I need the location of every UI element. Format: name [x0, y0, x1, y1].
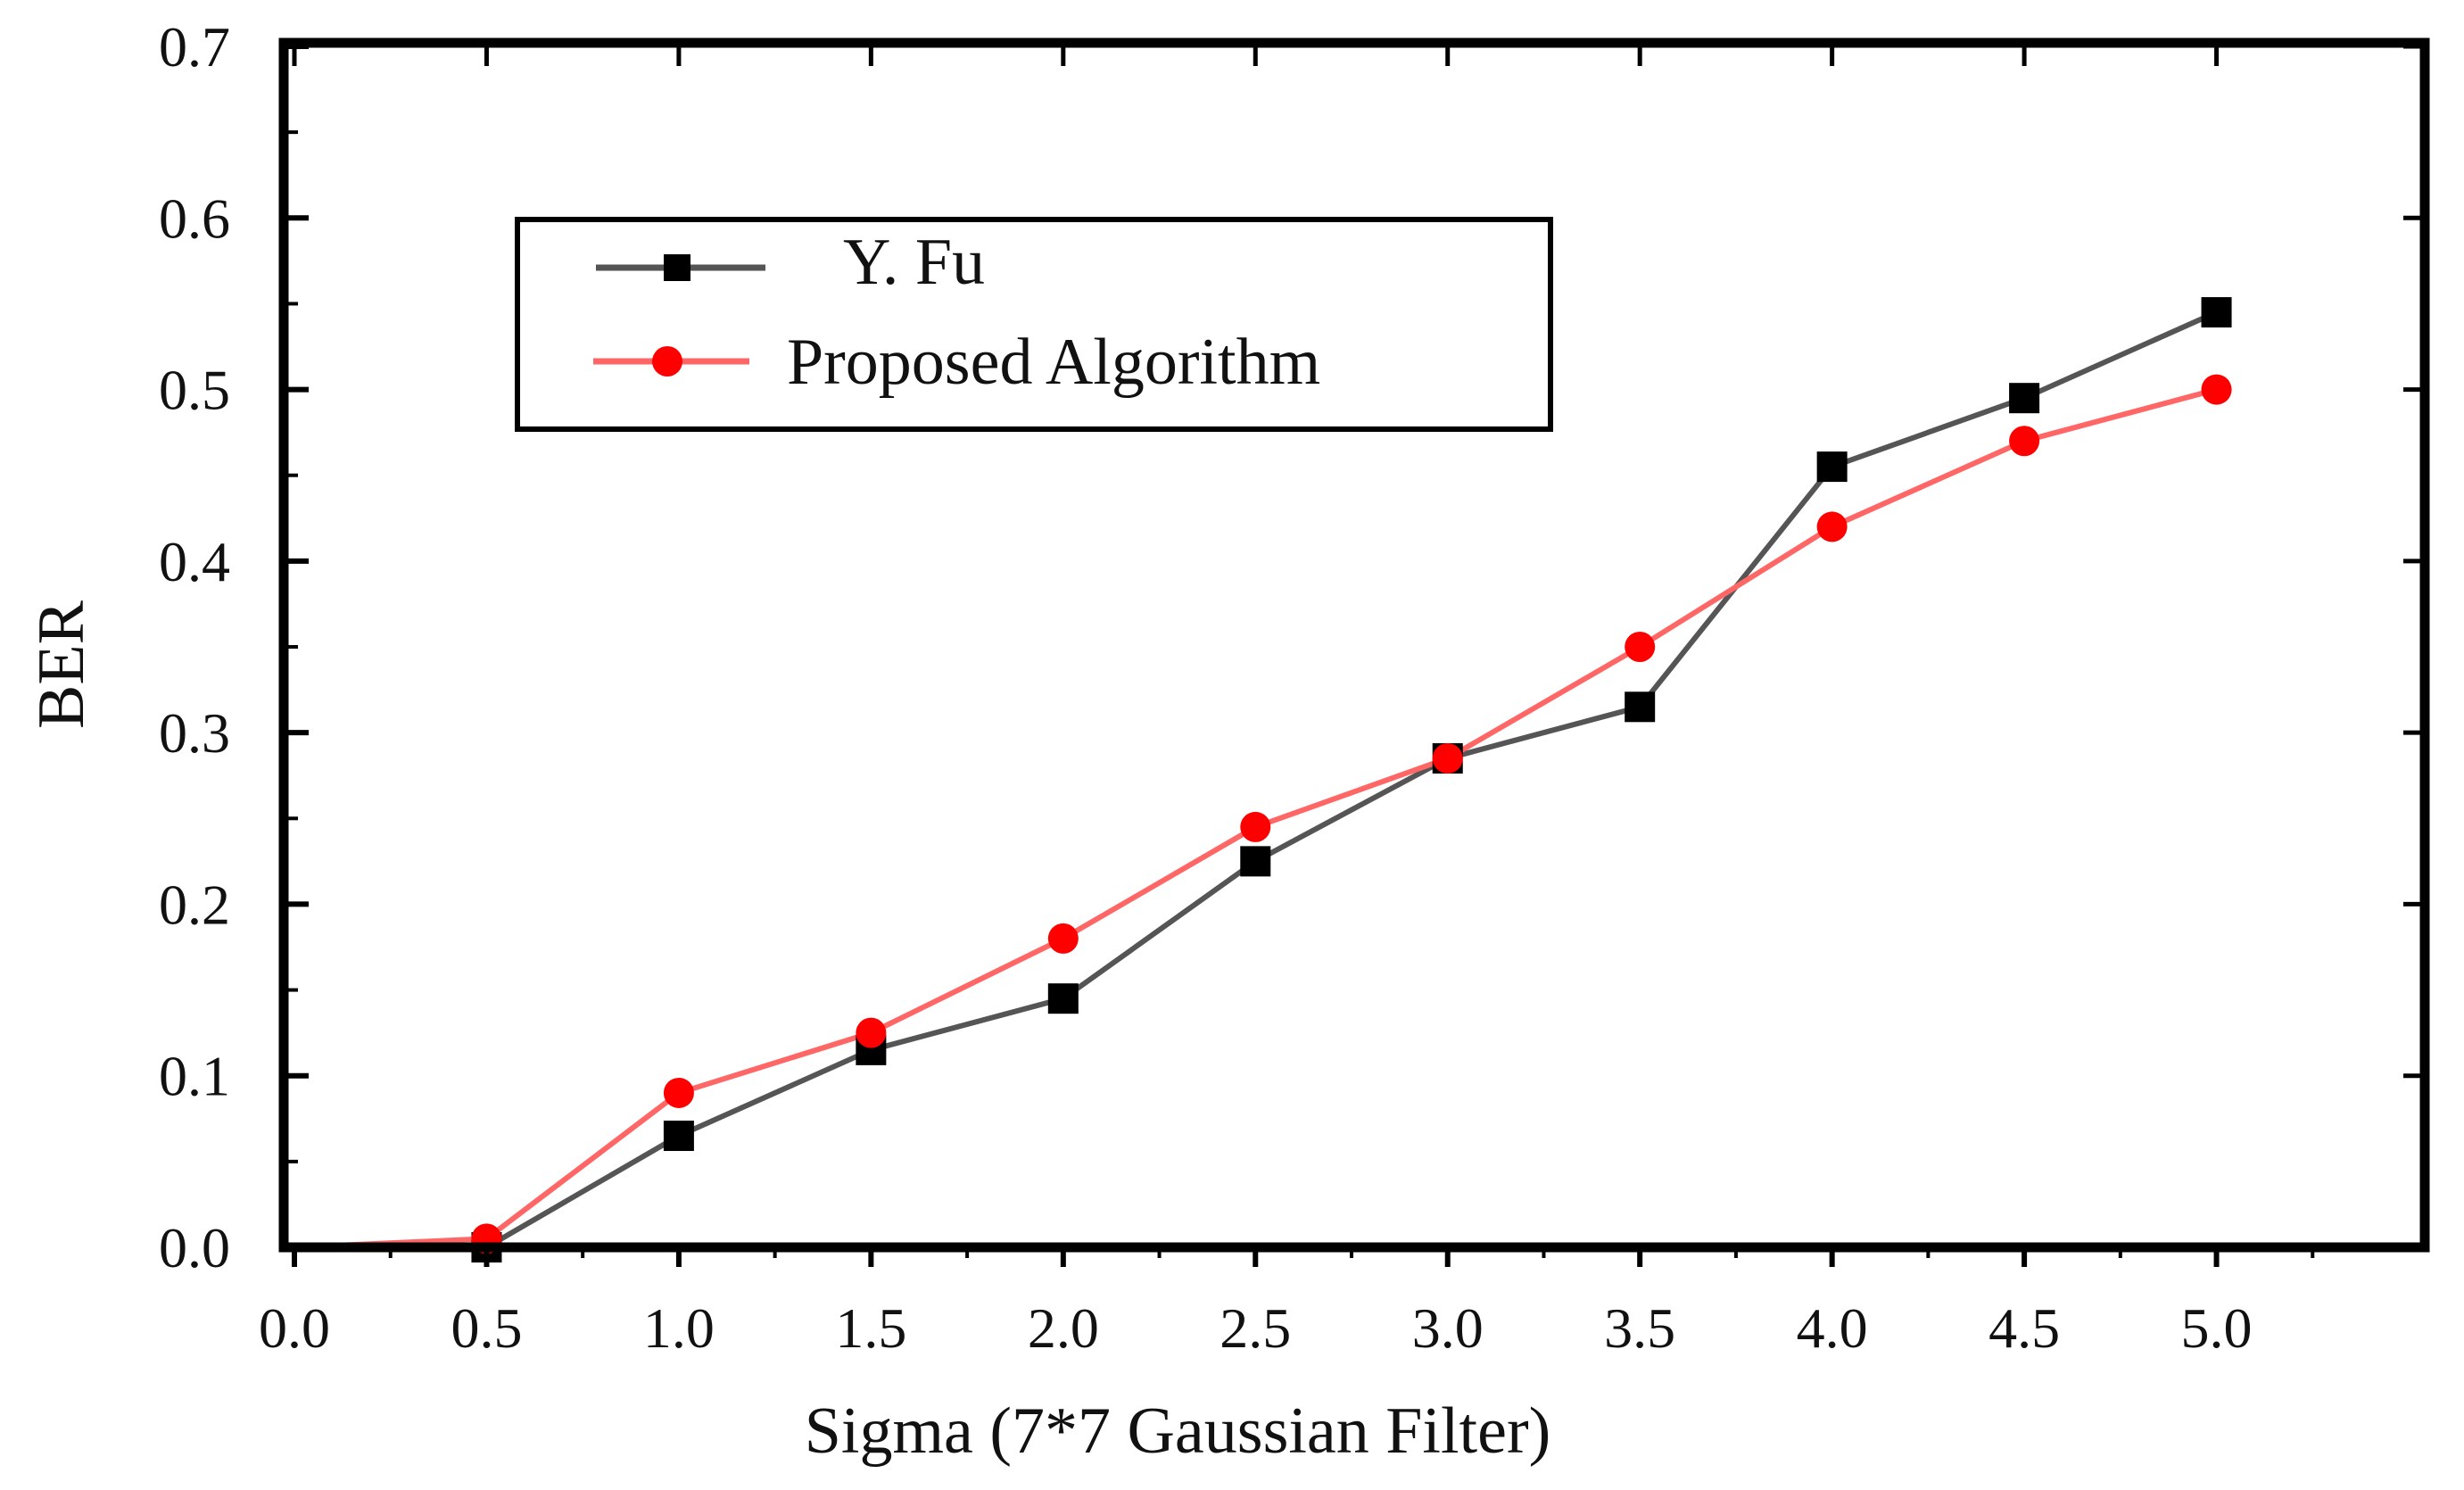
data-point-proposed	[663, 1077, 694, 1108]
legend: Y. Fu Proposed Algorithm	[515, 217, 1553, 432]
x-tick-label: 0.5	[451, 1296, 522, 1360]
data-point-y-fu	[1816, 451, 1848, 483]
x-axis-title: Sigma (7*7 Gaussian Filter)	[805, 1395, 1551, 1468]
legend-label-proposed: Proposed Algorithm	[787, 326, 1320, 399]
data-point-proposed	[856, 1017, 887, 1048]
data-point-y-fu	[1625, 691, 1656, 723]
x-tick-label: 4.5	[1989, 1296, 2060, 1360]
x-tick-label: 3.5	[1604, 1296, 1675, 1360]
y-tick-label: 0.4	[159, 530, 230, 593]
data-point-proposed	[1240, 811, 1271, 842]
y-tick-labels: 0.0 0.1 0.2 0.3 0.4 0.5 0.6 0.7	[159, 15, 230, 1279]
axis-ticks	[284, 44, 2425, 1267]
x-tick-label: 3.0	[1412, 1296, 1484, 1360]
x-tick-label: 4.0	[1797, 1296, 1868, 1360]
data-point-proposed	[1047, 923, 1079, 954]
y-tick-label: 0.2	[159, 873, 230, 936]
legend-marker-y-fu	[664, 254, 690, 281]
x-tick-label: 0.0	[259, 1296, 330, 1360]
y-tick-label: 0.6	[159, 186, 230, 250]
y-axis-title: BER	[25, 600, 98, 729]
data-point-y-fu	[2201, 297, 2232, 328]
legend-marker-proposed	[652, 346, 682, 377]
x-tick-label: 5.0	[2181, 1296, 2253, 1360]
y-tick-label: 0.3	[159, 701, 230, 765]
x-tick-label: 2.0	[1028, 1296, 1099, 1360]
data-point-proposed	[2201, 374, 2232, 405]
data-point-y-fu	[1240, 846, 1271, 877]
data-point-y-fu	[1047, 983, 1079, 1014]
data-point-proposed	[1816, 511, 1848, 542]
x-tick-labels: 0.0 0.5 1.0 1.5 2.0 2.5 3.0 3.5 4.0 4.5 5.0	[259, 1296, 2253, 1360]
data-point-proposed	[2009, 426, 2040, 457]
data-point-proposed	[1625, 632, 1656, 662]
data-point-proposed	[1432, 742, 1463, 774]
data-point-y-fu	[2009, 383, 2040, 414]
y-tick-label: 0.7	[159, 15, 230, 79]
x-tick-label: 1.5	[835, 1296, 906, 1360]
legend-label-y-fu: Y. Fu	[843, 226, 985, 299]
y-tick-label: 0.0	[159, 1216, 230, 1279]
y-tick-label: 0.1	[159, 1045, 230, 1108]
plot-frame	[278, 37, 2430, 1253]
data-point-y-fu	[663, 1121, 694, 1152]
legend-box	[515, 217, 1553, 432]
x-tick-label: 1.0	[643, 1296, 715, 1360]
x-tick-label: 2.5	[1220, 1296, 1291, 1360]
y-tick-label: 0.5	[159, 359, 230, 422]
